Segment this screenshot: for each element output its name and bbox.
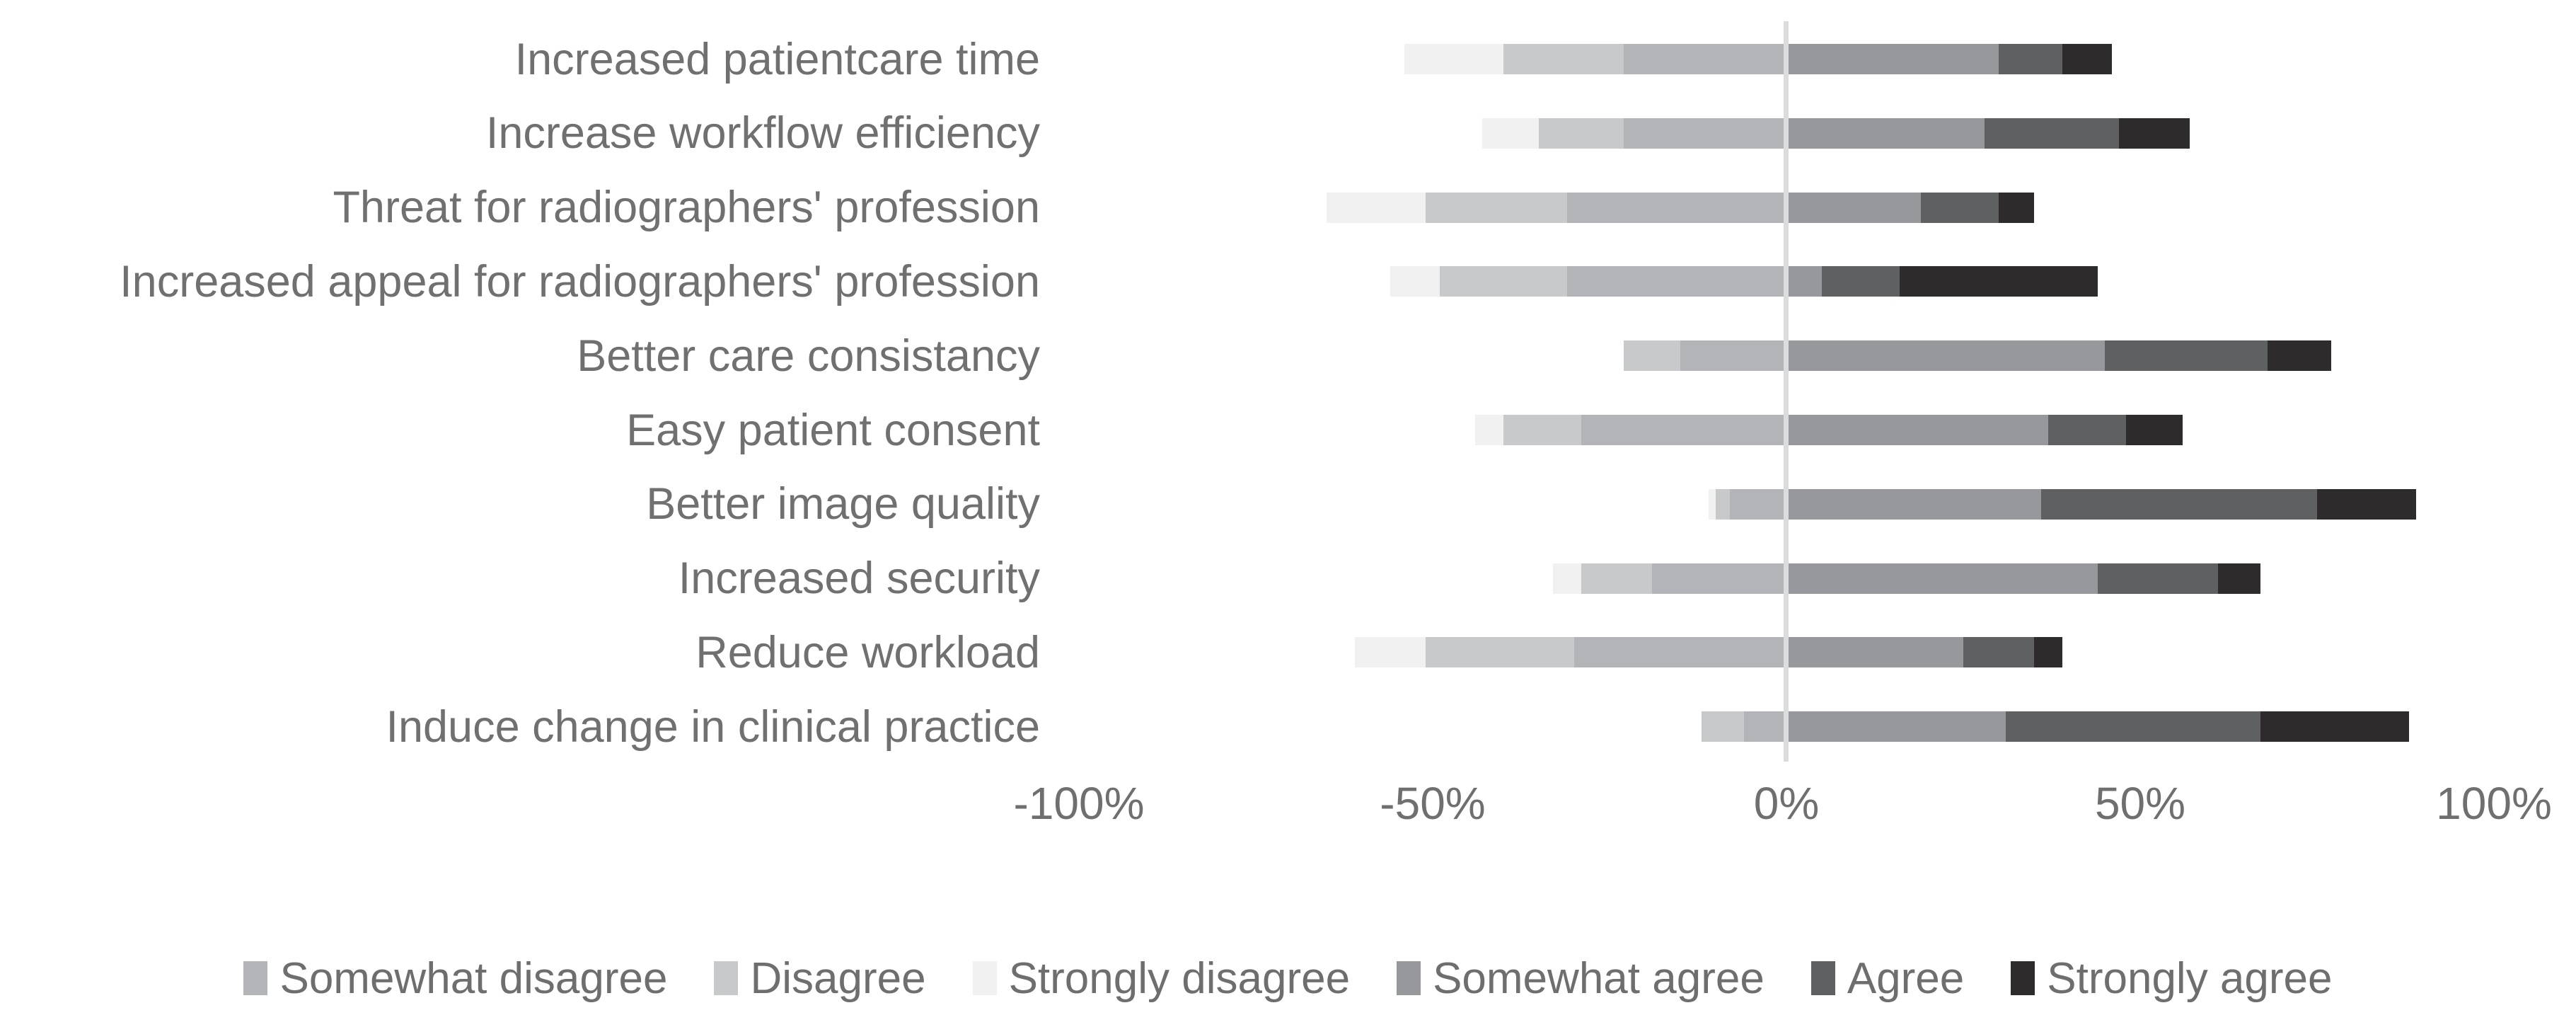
bar-segment-agree [1985,117,2119,149]
legend-label: Somewhat agree [1433,953,1764,1003]
bar-segment-strongly-disagree [1482,117,1539,149]
bar-segment-somewhat-agree [1786,117,1985,149]
bar-segment-somewhat-disagree [1581,415,1786,445]
category-label: Increased patientcare time [514,34,1040,84]
bar-segment-strongly-disagree [1327,192,1426,223]
x-axis-tick-label: 100% [2436,778,2552,829]
bar-segment-agree [2041,488,2317,520]
bar-segment-somewhat-agree [1786,266,1822,297]
legend-label: Strongly disagree [1008,953,1351,1003]
bar-segment-disagree [1426,192,1567,223]
legend-item: Somewhat agree [1397,953,1764,1004]
category-label: Threat for radiographers' profession [333,183,1040,233]
category-label: Increase workflow efficiency [485,108,1040,159]
bar-segment-strongly-agree [2218,563,2260,594]
category-label: Better image quality [646,479,1040,529]
legend-swatch-somewhat-disagree [243,961,268,995]
bar-segment-disagree [1539,117,1624,149]
bar-segment-disagree [1624,340,1680,372]
bar-segment-strongly-agree [2062,44,2112,74]
bar-segment-agree [1999,44,2062,74]
bar-segment-somewhat-agree [1786,637,1963,668]
bar-segment-strongly-agree [1900,266,2098,297]
bar-segment-strongly-disagree [1404,44,1503,74]
bar-segment-disagree [1702,711,1744,743]
category-label: Better care consistancy [577,331,1040,381]
bar-segment-strongly-disagree [1475,415,1503,445]
bar-segment-disagree [1440,266,1567,297]
legend: Somewhat disagree Disagree Strongly disagr… [0,946,2576,1011]
category-label: Increased security [678,554,1040,604]
bar-segment-somewhat-disagree [1624,44,1786,74]
bar-segment-agree [1963,637,2034,668]
bar-segment-somewhat-disagree [1730,488,1786,520]
legend-item: Strongly agree [2011,953,2333,1004]
bar-segment-disagree [1503,44,1624,74]
zero-gridline [1784,21,1789,762]
bar-segment-strongly-agree [2126,415,2183,445]
bar-segment-somewhat-disagree [1574,637,1786,668]
bar-segment-somewhat-disagree [1652,563,1786,594]
legend-swatch-disagree [714,961,739,995]
bar-segment-somewhat-disagree [1680,340,1786,372]
bar-segment-strongly-agree [2034,637,2062,668]
bar-segment-disagree [1503,415,1581,445]
legend-label: Agree [1847,953,1965,1003]
bar-segment-strongly-disagree [1355,637,1426,668]
bar-segment-somewhat-agree [1786,415,2048,445]
bar-segment-somewhat-agree [1786,192,1921,223]
bar-segment-somewhat-agree [1786,488,2041,520]
bar-segment-agree [2048,415,2126,445]
bar-segment-strongly-disagree [1709,488,1716,520]
bar-segment-strongly-agree [2317,488,2416,520]
bar-segment-agree [1822,266,1900,297]
legend-swatch-agree [1810,961,1835,995]
legend-swatch-somewhat-agree [1397,961,1421,995]
legend-item: Somewhat disagree [243,953,667,1004]
x-axis-tick-label: 0% [1753,778,1820,829]
legend-swatch-strongly-disagree [972,961,997,995]
category-label: Induce change in clinical practice [386,701,1040,752]
legend-label: Strongly agree [2047,953,2333,1003]
category-label: Easy patient consent [626,405,1040,455]
category-label: Reduce workload [695,627,1040,677]
bar-segment-agree [1921,192,1999,223]
bar-segment-disagree [1581,563,1652,594]
legend-swatch-strongly-agree [2011,961,2035,995]
legend-item: Disagree [714,953,926,1004]
bar-segment-disagree [1426,637,1574,668]
bar-segment-strongly-agree [2268,340,2331,372]
bar-segment-strongly-agree [1999,192,2034,223]
category-label: Increased appeal for radiographers' prof… [120,256,1040,306]
bar-segment-somewhat-agree [1786,563,2098,594]
bar-segment-somewhat-agree [1786,340,2105,372]
bar-segment-somewhat-agree [1786,44,1999,74]
x-axis-tick-label: 50% [2094,778,2186,829]
bar-segment-strongly-agree [2260,711,2409,743]
x-axis-tick-label: -100% [1013,778,1145,829]
bar-segment-agree [2098,563,2218,594]
bar-segment-disagree [1716,488,1730,520]
legend-item: Strongly disagree [972,953,1351,1004]
bar-segment-strongly-agree [2119,117,2190,149]
bar-segment-somewhat-disagree [1744,711,1786,743]
bar-segment-somewhat-disagree [1624,117,1786,149]
bar-segment-somewhat-disagree [1567,266,1786,297]
x-axis-tick-label: -50% [1380,778,1486,829]
bar-segment-somewhat-disagree [1567,192,1786,223]
legend-label: Disagree [750,953,926,1003]
bar-segment-strongly-disagree [1553,563,1581,594]
legend-label: Somewhat disagree [279,953,668,1003]
legend-item: Agree [1810,953,1965,1004]
bar-segment-somewhat-agree [1786,711,2006,743]
bar-segment-strongly-disagree [1390,266,1440,297]
bar-segment-agree [2006,711,2260,743]
bar-segment-agree [2105,340,2268,372]
